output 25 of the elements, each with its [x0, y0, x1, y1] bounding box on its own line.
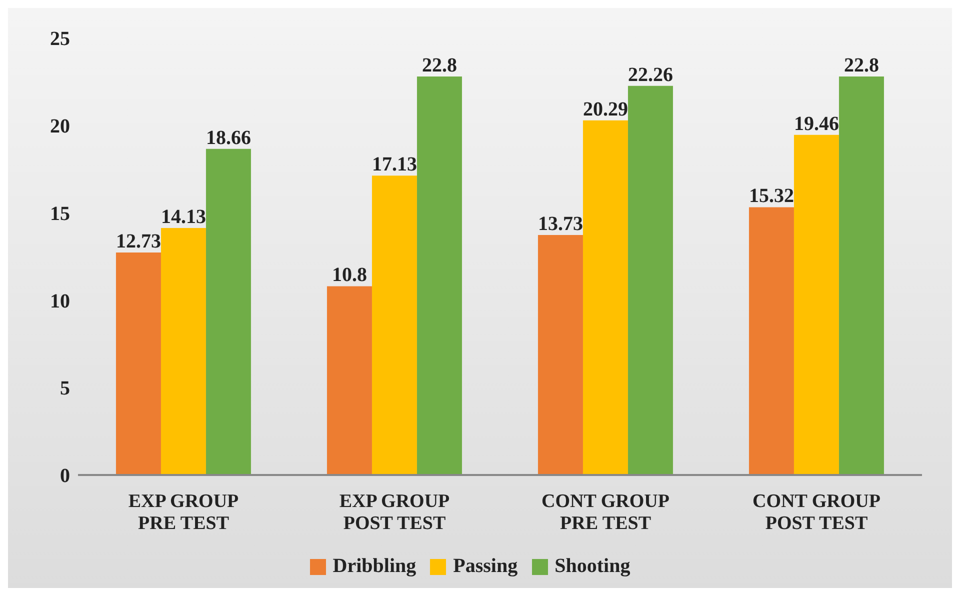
legend-label: Dribbling — [332, 555, 416, 578]
data-label: 18.66 — [206, 126, 251, 149]
legend-label: Shooting — [554, 555, 630, 578]
data-label: 19.46 — [794, 112, 839, 135]
y-tick-label: 0 — [60, 465, 70, 488]
data-label: 22.8 — [422, 54, 457, 76]
data-label: 15.32 — [748, 185, 794, 208]
y-tick-label: 5 — [60, 378, 70, 400]
data-label: 10.8 — [332, 264, 367, 286]
data-label: 13.73 — [538, 213, 583, 235]
x-tick-label: CONT GROUP PRE TEST — [542, 491, 670, 534]
x-tick-label: CONT GROUP POST TEST — [752, 491, 881, 534]
y-tick-label: 25 — [50, 28, 70, 50]
data-label: 22.26 — [628, 64, 673, 86]
x-tick-label: EXP GROUP POST TEST — [339, 491, 450, 534]
legend-label: Passing — [453, 555, 518, 578]
data-label: 22.8 — [844, 54, 879, 76]
data-label: 20.29 — [582, 98, 628, 120]
x-tick-label: EXP GROUP PRE TEST — [128, 491, 240, 534]
data-label: 14.13 — [160, 206, 206, 228]
y-tick-label: 10 — [50, 290, 70, 312]
y-tick-label: 20 — [50, 116, 70, 138]
y-tick-label: 15 — [50, 202, 70, 225]
data-label: 12.73 — [116, 230, 161, 252]
data-label: 17.13 — [372, 154, 417, 176]
